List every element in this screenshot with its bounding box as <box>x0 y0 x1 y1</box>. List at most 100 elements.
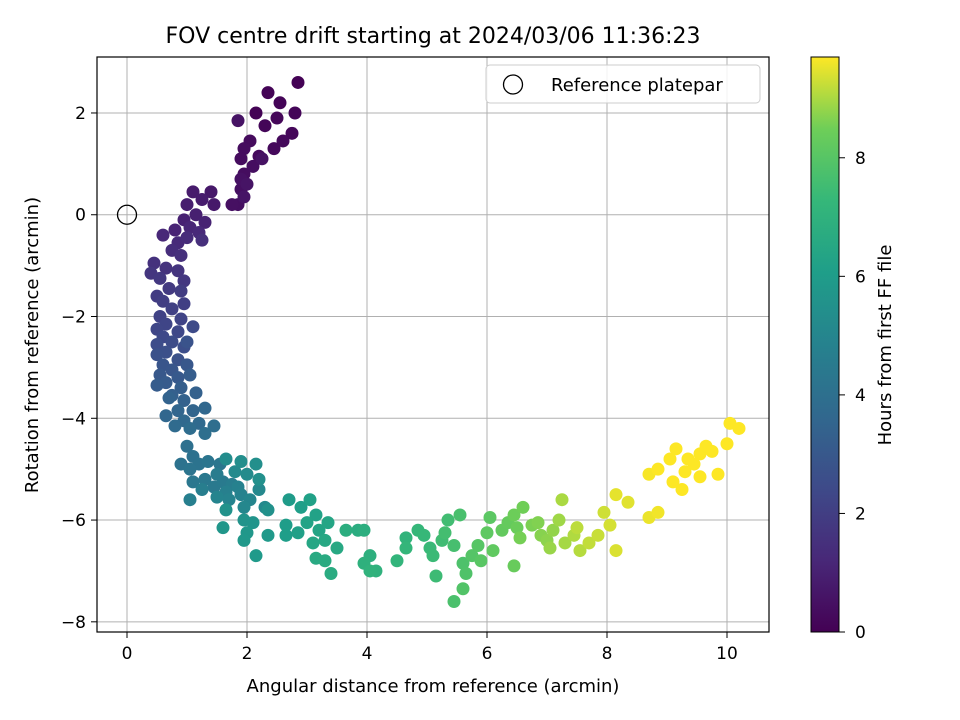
plot-frame <box>96 56 770 633</box>
data-point <box>291 75 305 89</box>
colorbar-tick-label: 0 <box>855 623 866 643</box>
data-point <box>261 528 275 542</box>
data-point <box>231 114 245 128</box>
colorbar-tick-label: 8 <box>855 149 866 169</box>
data-point <box>255 152 269 166</box>
x-tick-label: 0 <box>122 644 133 664</box>
data-point <box>312 523 326 537</box>
data-point <box>180 439 194 453</box>
data-point <box>609 488 623 502</box>
data-point <box>177 274 191 288</box>
data-point <box>165 302 179 316</box>
data-point <box>516 500 530 514</box>
data-point <box>228 465 242 479</box>
x-axis-ticks: 0 2 4 6 8 10 <box>122 632 738 664</box>
data-point <box>687 457 701 471</box>
data-point <box>252 483 266 497</box>
y-tick-label: 0 <box>75 206 86 226</box>
data-point <box>507 559 521 573</box>
reference-marker <box>116 204 138 225</box>
x-tick-label: 2 <box>242 644 253 664</box>
data-point <box>582 536 596 550</box>
data-point <box>219 452 233 466</box>
data-point <box>159 409 173 423</box>
data-point <box>510 521 524 535</box>
data-point <box>705 444 719 458</box>
y-tick-label: −8 <box>61 613 86 633</box>
data-point <box>237 500 251 514</box>
legend-box <box>485 64 761 104</box>
data-point <box>210 490 224 504</box>
data-point <box>609 544 623 558</box>
data-point <box>150 348 164 362</box>
data-point <box>330 541 344 555</box>
data-point <box>558 536 572 550</box>
data-point <box>441 513 455 527</box>
data-point <box>168 419 182 433</box>
data-point <box>237 190 251 204</box>
data-point <box>222 493 236 507</box>
data-point <box>186 185 200 199</box>
y-axis-label: Rotation from reference (arcmin) <box>22 197 43 493</box>
data-point <box>555 493 569 507</box>
data-point <box>459 566 473 580</box>
data-point <box>324 566 338 580</box>
data-point <box>552 513 566 527</box>
colorbar-tick-label: 2 <box>855 504 866 524</box>
data-point <box>543 541 557 555</box>
data-point <box>513 531 527 545</box>
data-point <box>180 335 194 349</box>
data-point <box>246 516 260 530</box>
colorbar-gradient <box>810 56 840 633</box>
data-point <box>300 516 314 530</box>
data-point <box>309 508 323 522</box>
gridlines <box>97 57 769 632</box>
data-point <box>363 564 377 578</box>
data-point <box>237 533 251 547</box>
data-point <box>186 320 200 334</box>
data-point <box>249 457 263 471</box>
data-point <box>216 521 230 535</box>
x-axis-label: Angular distance from reference (arcmin) <box>247 676 620 697</box>
data-point <box>150 338 164 351</box>
data-point <box>186 404 200 418</box>
data-point <box>234 455 248 469</box>
data-point <box>198 401 212 415</box>
y-axis-ticks: −8 −6 −4 −2 0 2 <box>61 104 97 633</box>
data-point <box>171 371 185 385</box>
data-point <box>507 508 521 522</box>
x-tick-label: 6 <box>482 644 493 664</box>
data-point <box>201 455 215 469</box>
y-tick-label: −4 <box>61 409 86 429</box>
y-tick-label: 2 <box>75 104 86 124</box>
plot-area: 0 2 4 6 8 10 −8 −6 −4 −2 0 2 <box>61 56 770 664</box>
data-point <box>237 142 251 156</box>
data-point <box>279 518 293 532</box>
x-tick-label: 8 <box>602 644 613 664</box>
data-point <box>174 248 188 262</box>
data-point <box>177 297 191 311</box>
data-point <box>285 126 299 140</box>
data-point <box>546 523 560 537</box>
data-point <box>591 528 605 542</box>
data-point <box>234 152 248 166</box>
data-point <box>183 368 197 382</box>
data-point <box>651 462 665 476</box>
data-point <box>240 467 254 481</box>
data-point <box>321 516 335 530</box>
colorbar-label: Hours from first FF file <box>875 245 896 446</box>
data-point <box>573 544 587 558</box>
data-point <box>174 381 188 395</box>
data-point <box>288 106 302 120</box>
data-point <box>438 526 452 540</box>
data-point <box>453 508 467 522</box>
data-point <box>147 256 161 270</box>
data-point <box>249 106 263 120</box>
data-point <box>153 271 167 285</box>
data-point <box>291 526 305 540</box>
colorbar-ticks: 0 2 4 6 8 <box>839 149 866 643</box>
data-point <box>711 467 725 481</box>
data-point <box>171 264 185 278</box>
data-point <box>162 282 176 296</box>
